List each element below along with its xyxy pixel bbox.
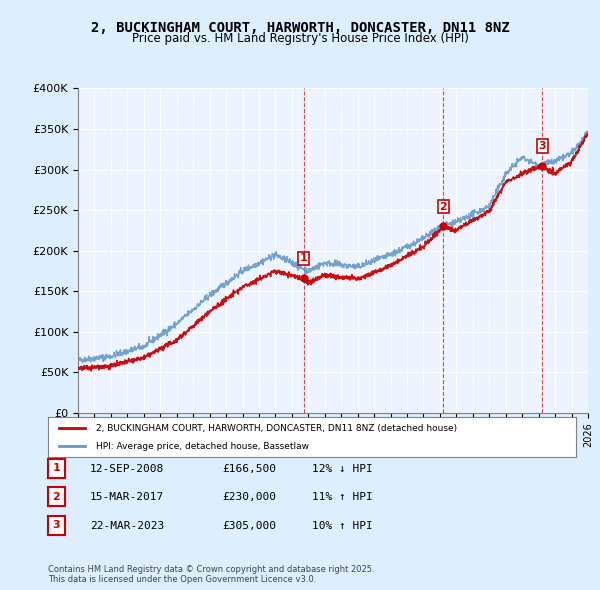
Text: 3: 3: [53, 520, 60, 530]
Text: 2, BUCKINGHAM COURT, HARWORTH, DONCASTER, DN11 8NZ: 2, BUCKINGHAM COURT, HARWORTH, DONCASTER…: [91, 21, 509, 35]
Text: 2: 2: [440, 202, 447, 212]
Text: Price paid vs. HM Land Registry's House Price Index (HPI): Price paid vs. HM Land Registry's House …: [131, 32, 469, 45]
Text: £305,000: £305,000: [222, 521, 276, 530]
Text: 11% ↑ HPI: 11% ↑ HPI: [312, 493, 373, 502]
Text: Contains HM Land Registry data © Crown copyright and database right 2025.
This d: Contains HM Land Registry data © Crown c…: [48, 565, 374, 584]
Text: 12-SEP-2008: 12-SEP-2008: [90, 464, 164, 474]
Text: 15-MAR-2017: 15-MAR-2017: [90, 493, 164, 502]
Text: 2: 2: [53, 492, 60, 502]
Text: 12% ↓ HPI: 12% ↓ HPI: [312, 464, 373, 474]
Text: 1: 1: [53, 464, 60, 473]
Text: 3: 3: [538, 141, 546, 151]
Text: 22-MAR-2023: 22-MAR-2023: [90, 521, 164, 530]
Text: 10% ↑ HPI: 10% ↑ HPI: [312, 521, 373, 530]
Text: £230,000: £230,000: [222, 493, 276, 502]
Text: HPI: Average price, detached house, Bassetlaw: HPI: Average price, detached house, Bass…: [95, 441, 308, 451]
Text: 1: 1: [299, 253, 307, 263]
Text: 2, BUCKINGHAM COURT, HARWORTH, DONCASTER, DN11 8NZ (detached house): 2, BUCKINGHAM COURT, HARWORTH, DONCASTER…: [95, 424, 457, 433]
Text: £166,500: £166,500: [222, 464, 276, 474]
